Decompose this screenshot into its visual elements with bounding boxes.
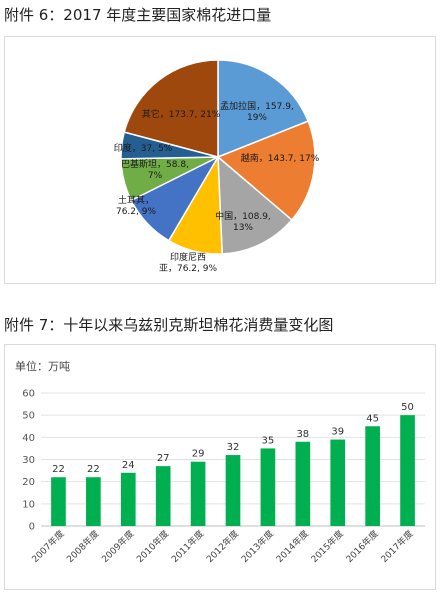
unit-label: 单位：万吨	[15, 360, 70, 373]
bar-value-label: 38	[296, 429, 309, 440]
pie-chart-panel: 孟加拉国，157.9, 19% 越南，143.7, 17% 中国，108.9, 13% 印…	[4, 36, 436, 284]
bar	[330, 439, 346, 526]
bar-chart-caption: 附件 7：十年以来乌兹别克斯坦棉花消费量变化图	[4, 316, 334, 334]
pie-slice	[217, 59, 310, 159]
y-tick-label: 40	[22, 433, 35, 444]
bar	[365, 426, 380, 526]
bar-chart-panel: 单位：万吨 0 10 20 30 40 50 60 22 2007年度 22 2008年度 24 200…	[4, 344, 436, 590]
y-tick-label: 10	[22, 499, 35, 510]
bar	[400, 415, 415, 526]
pie-chart: 孟加拉国，157.9, 19% 越南，143.7, 17% 中国，108.9, 13% 印…	[114, 59, 320, 274]
bar-value-label: 39	[331, 427, 344, 438]
pie-slice-label: 中国，108.9, 13%	[215, 210, 271, 233]
bar	[225, 455, 241, 526]
bar-value-label: 24	[122, 460, 135, 471]
bar-value-label: 32	[227, 442, 240, 453]
pie-slice-label: 越南，143.7, 17%	[241, 152, 320, 164]
bar-value-label: 27	[157, 453, 170, 464]
pie-slice-label: 印度，37, 5%	[114, 142, 173, 154]
pie-slice-label: 其它，173.7, 21%	[142, 108, 221, 120]
x-tick-label: 2009年度	[99, 528, 136, 565]
bar	[86, 477, 101, 526]
y-tick-label: 20	[22, 477, 35, 488]
pie-slice-label: 巴基斯坦，58.8, 7%	[121, 158, 189, 181]
x-tick-label: 2008年度	[64, 528, 101, 565]
pie-slice-label: 印度尼西亚，76.2, 9%	[159, 251, 217, 274]
bar-value-label: 29	[192, 449, 205, 460]
y-tick-label: 0	[29, 522, 35, 533]
x-tick-label: 2013年度	[239, 528, 276, 565]
y-tick-label: 60	[22, 389, 35, 400]
bar	[51, 477, 66, 526]
bar-chart: 0 10 20 30 40 50 60 22 2007年度 22 2008年度 24 2009年度 27 2…	[22, 389, 425, 565]
pie-chart-caption: 附件 6：2017 年度主要国家棉花进口量	[4, 6, 272, 24]
bar	[260, 448, 276, 526]
x-tick-label: 2007年度	[29, 528, 66, 565]
x-tick-label: 2010年度	[134, 528, 171, 565]
x-tick-label: 2015年度	[308, 528, 345, 565]
x-tick-label: 2014年度	[274, 528, 311, 565]
bar-value-label: 50	[401, 402, 414, 413]
pie-slice	[216, 120, 316, 221]
pie-slice-label: 孟加拉国，157.9, 19%	[220, 100, 294, 123]
bar	[120, 472, 136, 526]
y-tick-label: 50	[22, 411, 35, 422]
y-tick-label: 30	[22, 455, 35, 466]
bar-value-label: 22	[52, 464, 65, 475]
pie-slice	[123, 59, 219, 158]
bar	[155, 466, 171, 526]
bar	[295, 441, 311, 526]
bar-value-label: 45	[366, 413, 379, 424]
x-tick-label: 2011年度	[169, 528, 206, 565]
bar-value-label: 22	[87, 464, 100, 475]
x-tick-label: 2016年度	[343, 528, 380, 565]
pie-slice-label: 土耳其， 76.2, 9%	[116, 194, 156, 217]
x-tick-label: 2017年度	[378, 528, 415, 565]
bar	[190, 461, 206, 526]
x-tick-label: 2012年度	[204, 528, 241, 565]
bar-value-label: 35	[262, 435, 275, 446]
pie-slice	[217, 155, 293, 255]
